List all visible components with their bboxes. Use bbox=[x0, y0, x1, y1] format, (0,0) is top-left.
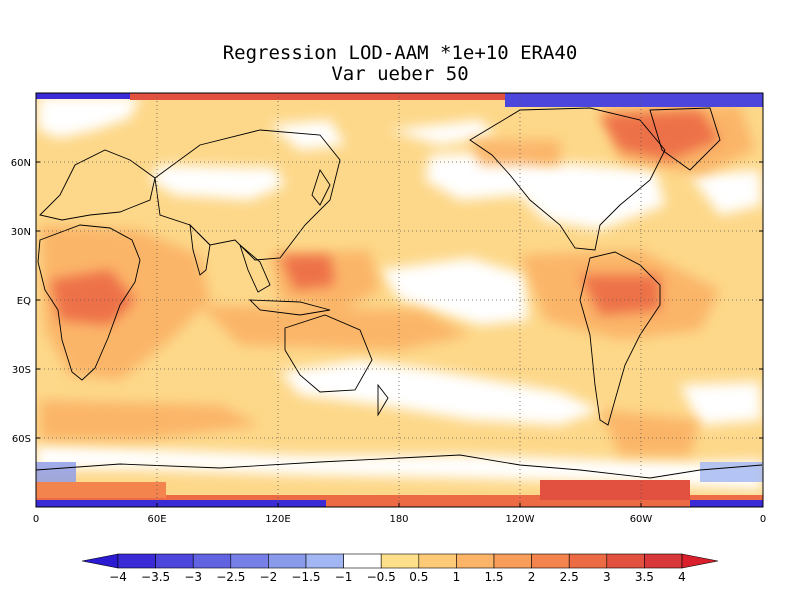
lon-label: 0 bbox=[33, 514, 39, 525]
lon-label: 180 bbox=[389, 514, 408, 525]
colorbar-swatch bbox=[305, 553, 344, 569]
colorbar-label: 2.5 bbox=[560, 570, 579, 584]
coastlines bbox=[36, 107, 763, 479]
lat-label: EQ bbox=[17, 296, 31, 307]
colorbar-label: −3.5 bbox=[141, 570, 170, 584]
colorbar-label: 1.5 bbox=[484, 570, 503, 584]
lon-label: 120E bbox=[265, 514, 290, 525]
colorbar-label: −0.5 bbox=[367, 570, 396, 584]
colorbar-label: −2.5 bbox=[216, 570, 245, 584]
colorbar-swatch bbox=[192, 553, 232, 569]
colorbar-over-arrow bbox=[681, 553, 719, 569]
colorbar-swatch bbox=[493, 553, 532, 569]
lon-label: 0 bbox=[760, 514, 766, 525]
colorbar-swatch bbox=[568, 553, 608, 569]
lon-label: 60E bbox=[147, 514, 166, 525]
lat-labels: 60N 30N EQ 30S 60S bbox=[11, 158, 31, 445]
colorbar-under-arrow bbox=[81, 553, 119, 569]
tick-marks bbox=[36, 161, 763, 507]
lat-lon-grid bbox=[36, 93, 763, 507]
lon-label: 120W bbox=[506, 514, 535, 525]
colorbar-label: 4 bbox=[678, 570, 686, 584]
colorbar-label: 2 bbox=[528, 570, 536, 584]
colorbar-swatch bbox=[155, 553, 194, 569]
lat-label: 30S bbox=[12, 365, 31, 376]
colorbar-swatch bbox=[230, 553, 269, 569]
lon-label: 60W bbox=[630, 514, 653, 525]
chart-subtitle: Var ueber 50 bbox=[331, 63, 469, 85]
colorbar-label: −3 bbox=[184, 570, 202, 584]
colorbar-swatch bbox=[268, 553, 307, 569]
colorbar-swatch bbox=[343, 553, 382, 569]
colorbar-label: −1.5 bbox=[291, 570, 320, 584]
colorbar-swatch bbox=[456, 553, 495, 569]
colorbar-label: −4 bbox=[109, 570, 127, 584]
colorbar-swatch bbox=[606, 553, 645, 569]
colorbar-swatch bbox=[380, 553, 420, 569]
colorbar-label: 3 bbox=[603, 570, 611, 584]
shaded-field bbox=[36, 93, 763, 507]
colorbar-label: 0.5 bbox=[409, 570, 428, 584]
colorbar-swatch bbox=[117, 553, 156, 569]
colorbar: −4 −3.5 −3 −2.5 −2 −1.5 −1 −0.5 0.5 1 1.5 2 2.5 3 3.5 4 bbox=[81, 553, 719, 584]
lat-label: 60N bbox=[11, 158, 31, 169]
lon-labels: 0 60E 120E 180 120W 60W 0 bbox=[33, 514, 766, 525]
chart-title: Regression LOD-AAM *1e+10 ERA40 bbox=[222, 42, 578, 64]
lat-label: 60S bbox=[12, 434, 31, 445]
lat-label: 30N bbox=[11, 227, 31, 238]
colorbar-label: −2 bbox=[260, 570, 278, 584]
colorbar-swatch bbox=[418, 553, 457, 569]
colorbar-label: 3.5 bbox=[635, 570, 654, 584]
colorbar-label: −1 bbox=[335, 570, 353, 584]
colorbar-label: 1 bbox=[453, 570, 461, 584]
colorbar-swatch bbox=[531, 553, 570, 569]
colorbar-swatch bbox=[644, 553, 683, 569]
